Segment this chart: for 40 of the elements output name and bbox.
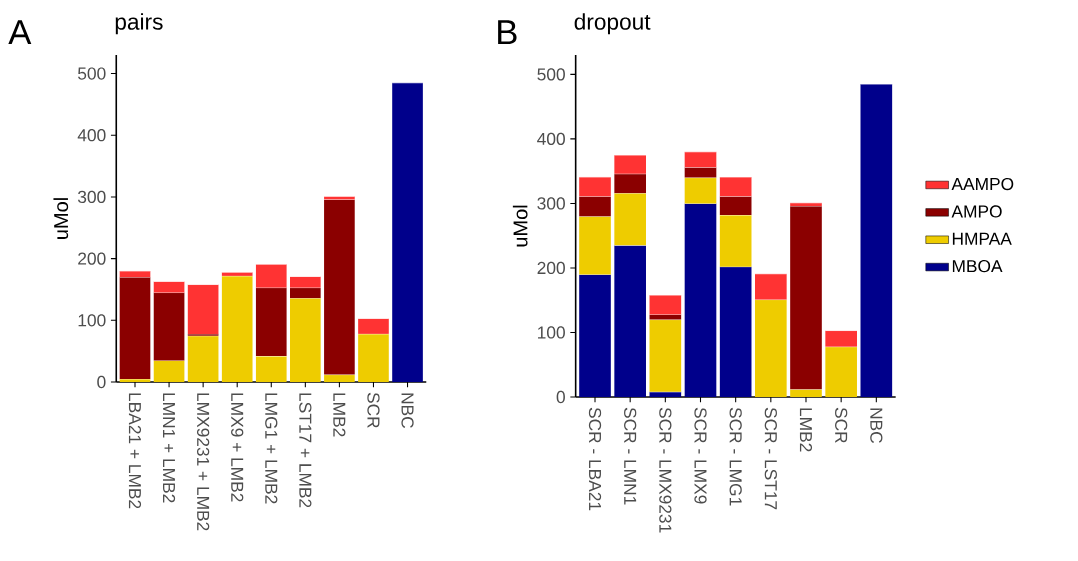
x-tick-label: SCR - LMN1	[624, 407, 637, 505]
y-tick-label: 400	[537, 132, 565, 146]
x-tick-label: SCR - LMX9231	[659, 407, 672, 533]
x-tick-label: LMB2	[333, 393, 346, 437]
legend-label: AAMPO	[951, 177, 1014, 191]
y-axis-title: uMol	[53, 198, 69, 239]
y-tick-label: 0	[556, 390, 565, 404]
y-tick-label: 200	[537, 261, 565, 275]
y-tick-label: 300	[77, 190, 106, 204]
y-tick-label: 100	[78, 314, 106, 327]
x-tick-label: SCR - LMG1	[729, 407, 742, 506]
chart-title: dropout	[574, 13, 651, 35]
x-tick-label: LST17 + LMB2	[299, 393, 312, 508]
y-tick-label: 0	[97, 375, 106, 389]
x-tick-label: SCR	[835, 407, 848, 443]
y-tick-label: 400	[77, 129, 106, 142]
legend-label: HMPAA	[952, 232, 1012, 245]
x-tick-label: NBC	[401, 393, 414, 428]
y-tick-label: 100	[538, 326, 565, 339]
text: B	[498, 20, 517, 45]
legend-label: MBOA	[952, 260, 1003, 273]
y-axis-title: uMol	[512, 205, 528, 247]
text: A	[8, 20, 32, 45]
y-tick-label: 500	[77, 67, 106, 80]
x-tick-label: LMG1 + LMB2	[265, 393, 278, 504]
y-tick-label: 200	[78, 252, 106, 265]
x-tick-label: LMX9 + LMB2	[231, 393, 244, 502]
x-tick-label: SCR - LMX9	[694, 407, 707, 504]
x-tick-label: LBA21 + LMB2	[128, 393, 142, 509]
y-tick-label: 300	[537, 197, 565, 210]
x-tick-label: SCR - LBA21	[588, 407, 602, 511]
x-tick-label: LMB2	[799, 408, 813, 452]
y-tick-label: 500	[537, 68, 565, 81]
legend-label: AMPO	[951, 205, 1002, 218]
x-tick-label: SCR - LST17	[764, 407, 777, 510]
x-tick-label: SCR	[367, 392, 380, 428]
x-tick-label: NBC	[870, 408, 883, 443]
x-tick-label: LMN1 + LMB2	[163, 393, 176, 503]
chart-title: pairs	[115, 13, 163, 35]
x-tick-label: LMX9231 + LMB2	[197, 393, 210, 531]
